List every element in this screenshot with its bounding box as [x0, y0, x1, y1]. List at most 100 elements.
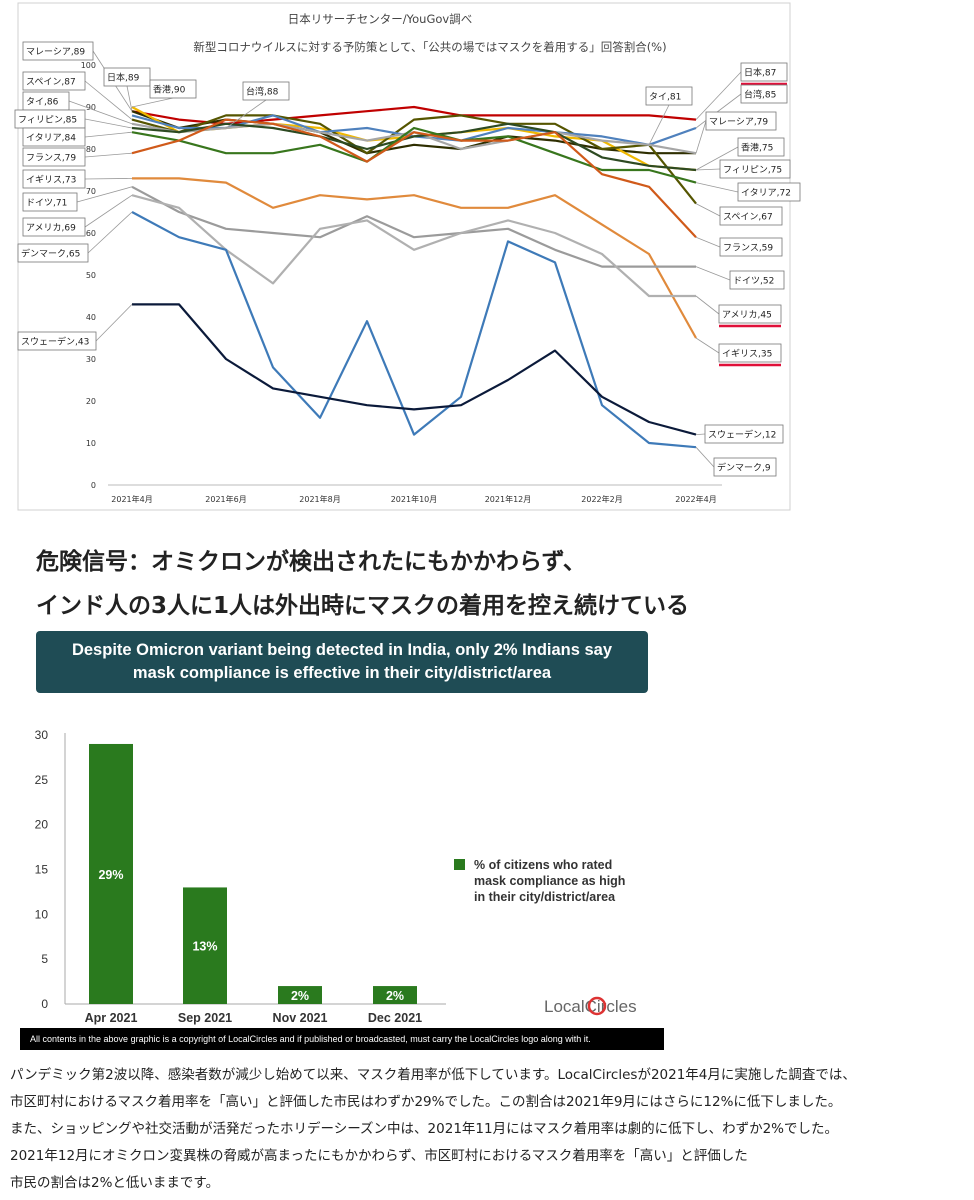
headline-line-2: インド人の3人に1人は外出時にマスクの着用を控え続けている — [36, 593, 690, 619]
end-label-イタリア: イタリア,72 — [741, 188, 791, 199]
bar-y-tick-label: 10 — [35, 907, 49, 921]
x-tick-label: 2021年10月 — [391, 494, 438, 504]
x-tick-label: 2022年4月 — [675, 494, 716, 504]
end-label-香港: 香港,75 — [741, 142, 773, 154]
end-label-ドイツ: ドイツ,52 — [733, 277, 774, 287]
end-label-フランス: フランス,59 — [723, 243, 773, 254]
bar-data-label: 29% — [98, 868, 123, 882]
leader-line — [695, 168, 721, 171]
bar-legend-line-3: in their city/district/area — [474, 890, 616, 904]
series-line-スウェーデン — [132, 303, 697, 436]
leader-line — [648, 104, 670, 145]
x-tick-label: 2021年6月 — [205, 494, 246, 504]
copyright-notice: All contents in the above graphic is a c… — [20, 1028, 664, 1050]
start-label-香港: 香港,90 — [153, 84, 186, 96]
mask-compliance-bar-chart: 0 5 10 15 20 25 30 29% Apr 2021 13% Sep 2021 2% Nov… — [35, 728, 637, 1025]
leader-line — [695, 203, 721, 217]
leader-line — [87, 211, 133, 254]
bar-Apr 2021 — [89, 743, 133, 1004]
series-line-イギリス — [132, 177, 697, 339]
series-line-スペイン — [131, 114, 697, 205]
y-tick-label: 60 — [86, 229, 96, 238]
bar-y-tick-label: 0 — [41, 997, 48, 1011]
start-label-フィリピン: フィリピン,85 — [18, 115, 77, 126]
mask-wearing-line-chart: 日本リサーチセンター/YouGov調べ 新型コロナウイルスに対する予防策として、… — [14, 2, 801, 511]
end-label-アメリカ: アメリカ,45 — [722, 310, 772, 321]
bar-category-label: Apr 2021 — [85, 1011, 138, 1025]
series-line-デンマーク — [131, 211, 697, 449]
bar-legend-line-2: mask compliance as high — [474, 874, 625, 888]
leader-line — [76, 186, 133, 203]
bar-y-tick-label: 30 — [35, 728, 49, 742]
start-label-スウェーデン-box — [17, 331, 97, 351]
series-line-イタリア — [131, 126, 697, 184]
headline: 危険信号：オミクロンが検出されたにもかかわらず、 インド人の3人に1人は外出時に… — [36, 540, 689, 628]
y-tick-label: 100 — [81, 61, 96, 70]
leader-line — [84, 152, 133, 158]
bar-data-label: 2% — [386, 989, 404, 1003]
start-label-イギリス-box — [22, 169, 86, 189]
end-label-スペイン: スペイン,67 — [723, 213, 773, 223]
body-paragraph-line: また、ショッピングや社交活動が活発だったホリデーシーズン中は、2021年11月に… — [10, 1121, 839, 1137]
end-label-スウェーデン: スウェーデン,12 — [708, 429, 776, 441]
bar-category-label: Sep 2021 — [178, 1011, 232, 1025]
leader-line — [95, 304, 133, 342]
y-tick-label: 30 — [86, 355, 96, 364]
bar-data-label: 2% — [291, 989, 309, 1003]
bar-y-tick-label: 20 — [35, 818, 49, 832]
y-tick-label: 10 — [86, 439, 96, 448]
end-label-スウェーデン-box — [704, 424, 784, 444]
callout-label-タイ-box — [645, 86, 693, 106]
leader-line — [695, 182, 739, 193]
body-text: パンデミック第2波以降、感染者数が減少し始めて以来、マスク着用率が低下しています… — [10, 1062, 970, 1197]
localcircles-logo-text: LocalCircles — [544, 997, 637, 1016]
start-label-日本: 日本,89 — [107, 72, 140, 84]
start-label-マレーシア: マレーシア,89 — [26, 48, 85, 58]
leader-line — [695, 236, 721, 248]
body-paragraph-line: 市民の割合は2%と低いままです。 — [10, 1175, 220, 1191]
end-label-スペイン-box — [719, 206, 783, 226]
start-label-スウェーデン: スウェーデン,43 — [21, 336, 89, 348]
bar-category-label: Nov 2021 — [273, 1011, 328, 1025]
y-tick-label: 50 — [86, 271, 96, 280]
leader-line — [695, 71, 742, 120]
start-label-フランス-box — [22, 147, 86, 167]
leader-line — [225, 99, 267, 129]
leader-line — [84, 194, 133, 228]
start-label-デンマーク: デンマーク,65 — [21, 248, 80, 260]
y-tick-label: 80 — [86, 145, 96, 154]
end-label-イギリス: イギリス,35 — [722, 349, 772, 360]
banner-line-2: mask compliance is effective in their ci… — [132, 664, 552, 682]
bar-category-label: Dec 2021 — [368, 1011, 422, 1025]
start-label-スペイン: スペイン,87 — [26, 78, 76, 88]
leader-line — [695, 337, 720, 354]
bar-Sep 2021 — [183, 887, 227, 1004]
bar-y-tick-label: 15 — [35, 863, 49, 877]
y-tick-label: 90 — [86, 103, 96, 112]
start-label-デンマーク-box — [17, 243, 89, 263]
end-label-台湾: 台湾,85 — [744, 89, 776, 101]
end-label-フランス-box — [719, 237, 783, 257]
y-tick-label: 70 — [86, 187, 96, 196]
end-label-フィリピン: フィリピン,75 — [723, 165, 782, 176]
end-label-台湾-box — [740, 84, 788, 104]
end-label-アメリカ-box — [718, 304, 782, 324]
bar-Dec 2021 — [373, 986, 417, 1004]
localcircles-logo: LocalCircles — [544, 996, 637, 1016]
end-label-マレーシア-box — [705, 111, 777, 131]
start-label-タイ: タイ,86 — [26, 97, 59, 108]
start-label-アメリカ-box — [22, 217, 86, 237]
series-line-フィリピン — [131, 122, 697, 172]
end-label-日本: 日本,87 — [744, 67, 776, 79]
y-tick-label: 20 — [86, 397, 96, 406]
bar-legend-line-1: % of citizens who rated — [474, 858, 612, 872]
end-label-マレーシア: マレーシア,79 — [709, 118, 768, 128]
start-label-フランス: フランス,79 — [26, 153, 76, 164]
leader-line — [84, 80, 133, 120]
x-tick-label: 2021年8月 — [299, 494, 340, 504]
leader-line — [695, 120, 707, 154]
end-label-デンマーク-box — [713, 457, 777, 477]
body-paragraph-line: 市区町村におけるマスク着用率を「高い」と評価した市民はわずか29%でした。この割… — [10, 1094, 842, 1110]
start-label-イタリア: イタリア,84 — [26, 133, 76, 144]
series-line-ドイツ — [131, 185, 696, 268]
